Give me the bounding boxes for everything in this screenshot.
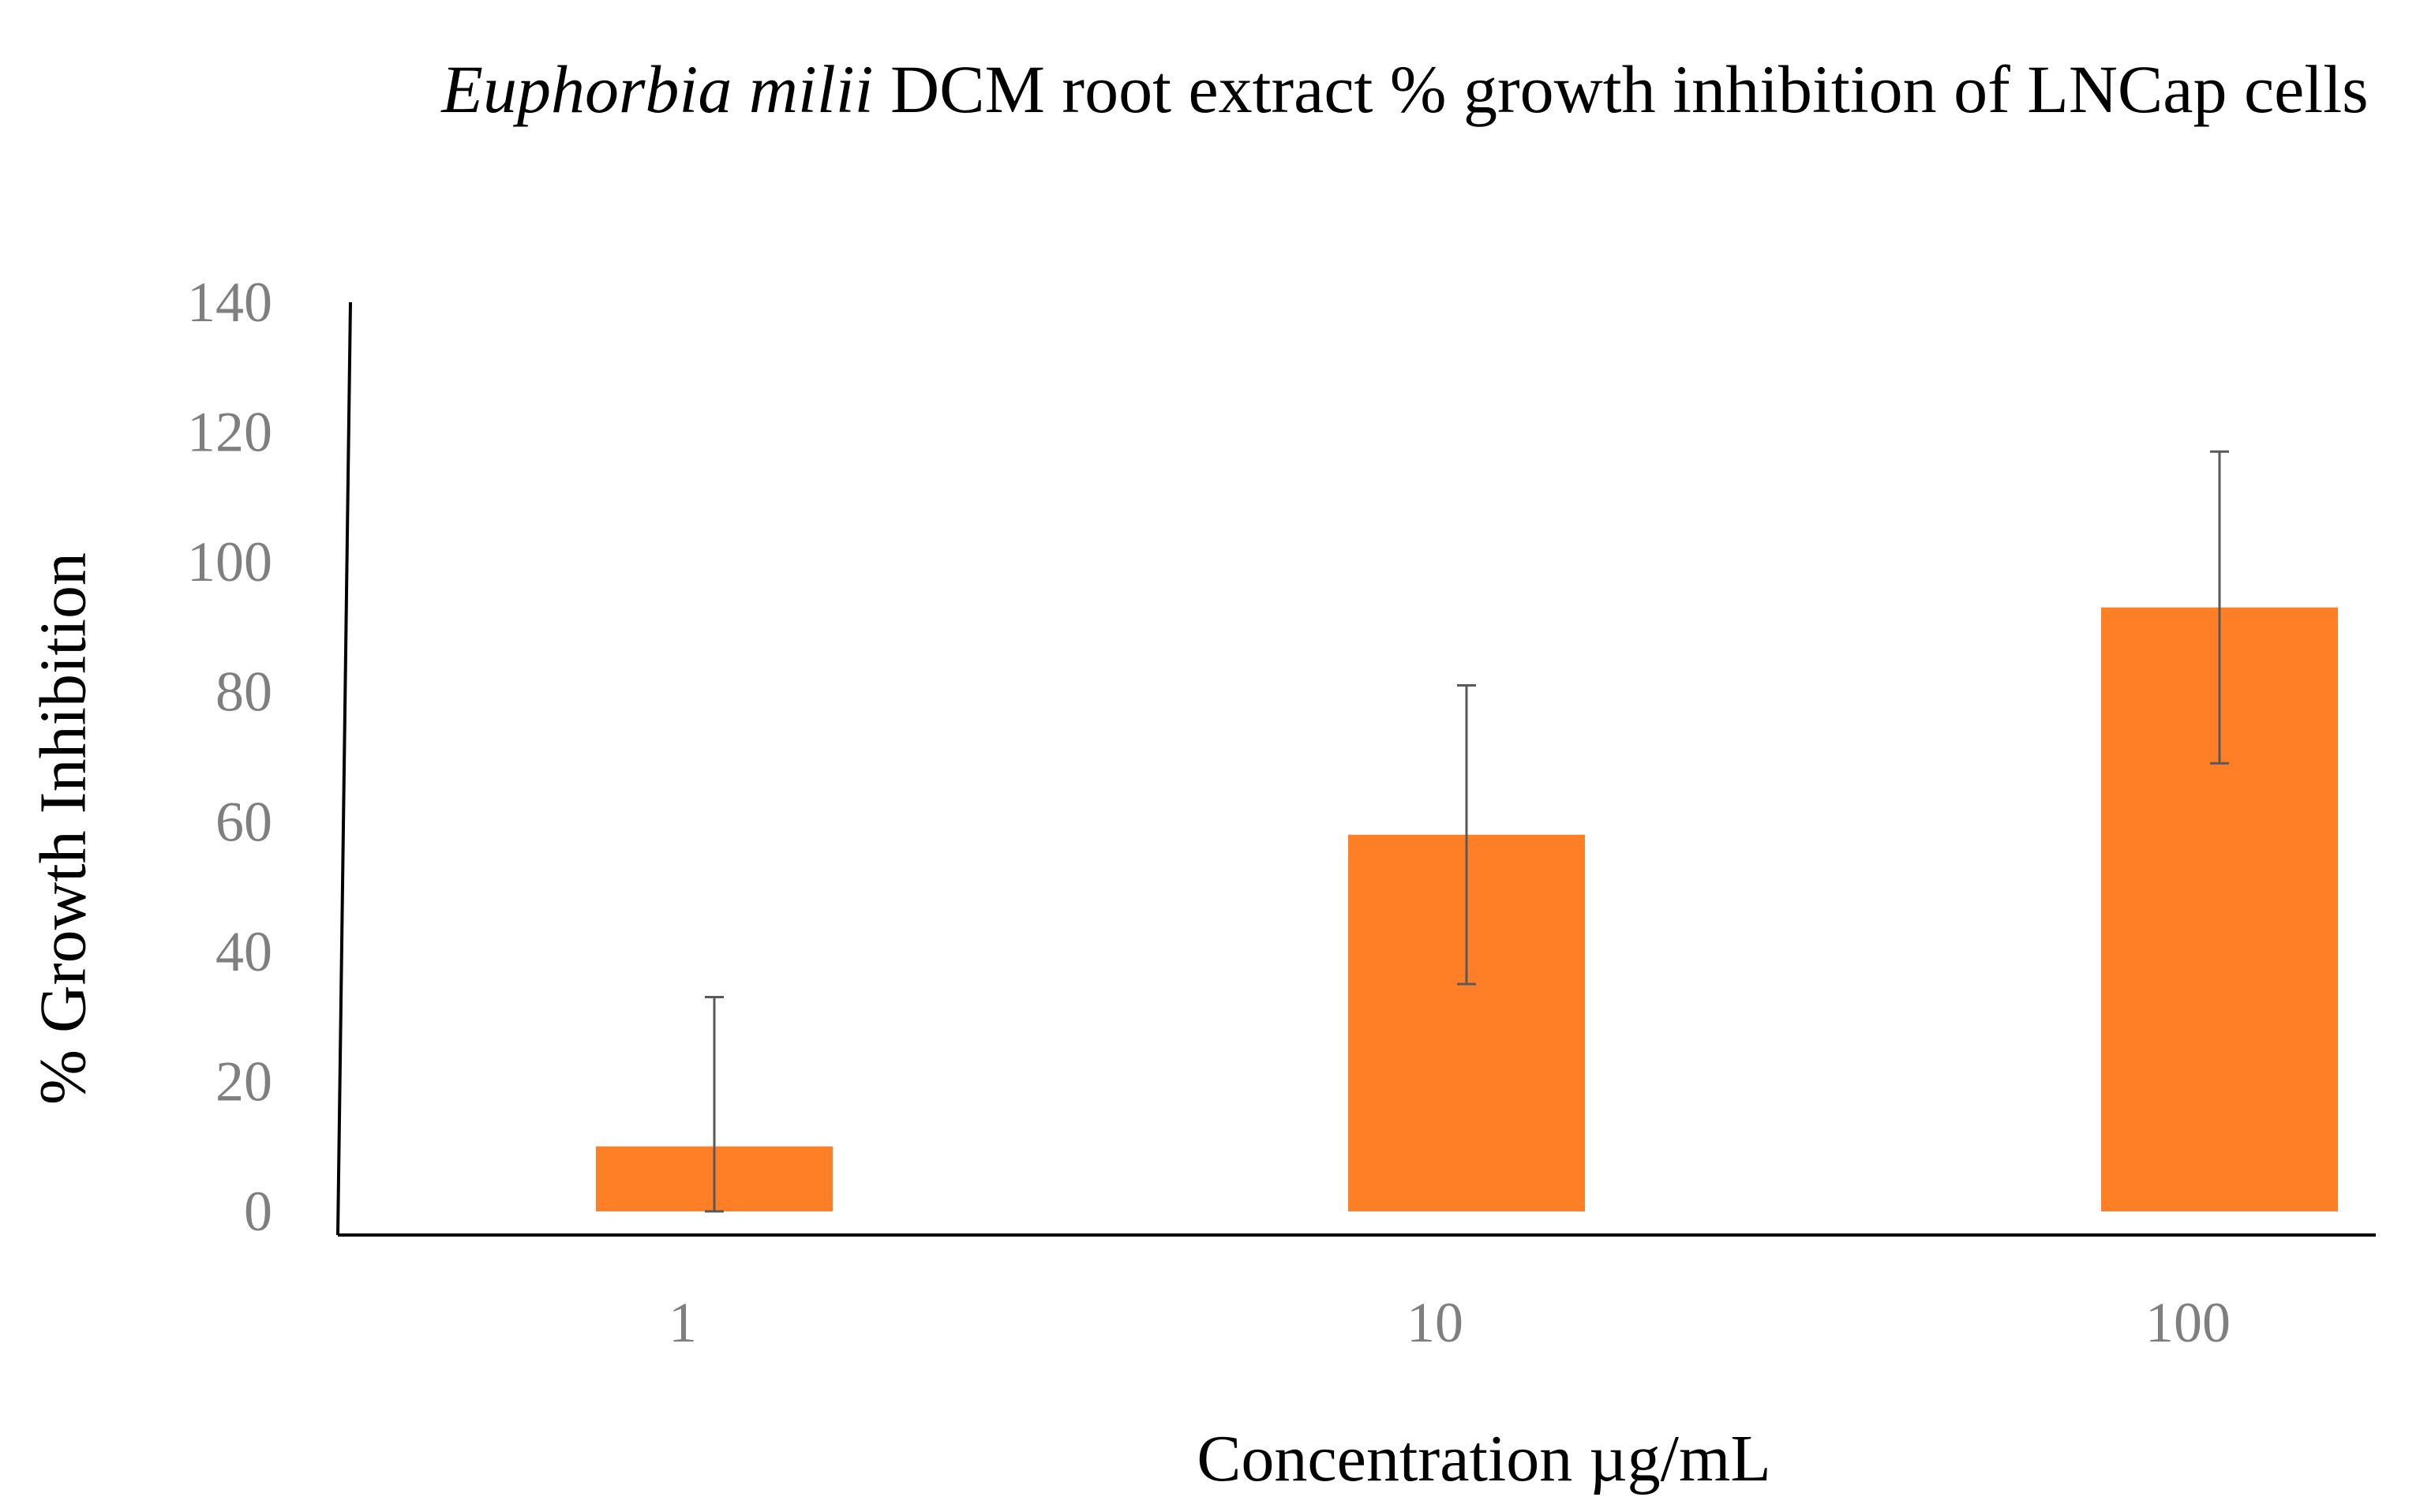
y-tick-label: 20 bbox=[215, 1050, 272, 1113]
y-axis-line bbox=[336, 301, 352, 1236]
y-tick-labels: 0 20 40 60 80 100 120 140 bbox=[187, 271, 272, 1243]
x-tick-label: 1 bbox=[669, 1291, 697, 1354]
error-bar bbox=[705, 995, 724, 1213]
y-tick-label: 60 bbox=[215, 790, 272, 853]
x-tick-label: 10 bbox=[1407, 1291, 1463, 1354]
chart-title: Euphorbia milii DCM root extract % growt… bbox=[379, 39, 2420, 139]
error-bars bbox=[705, 450, 2229, 1213]
error-bar bbox=[2210, 450, 2229, 765]
y-tick-label: 80 bbox=[215, 661, 272, 724]
y-tick-label: 0 bbox=[244, 1180, 272, 1243]
y-tick-label: 120 bbox=[187, 401, 272, 464]
error-bar bbox=[1457, 683, 1476, 986]
chart-title-italic: Euphorbia milii bbox=[441, 51, 874, 127]
x-tick-label: 100 bbox=[2145, 1291, 2231, 1354]
y-tick-label: 100 bbox=[187, 530, 272, 593]
y-tick-label: 40 bbox=[215, 920, 272, 983]
x-axis-label: Concentration µg/mL bbox=[1197, 1422, 1771, 1495]
chart-title-rest: DCM root extract % growth inhibition of … bbox=[873, 51, 2369, 127]
y-tick-label: 140 bbox=[187, 271, 272, 334]
x-tick-labels: 1 10 100 bbox=[669, 1291, 2231, 1354]
